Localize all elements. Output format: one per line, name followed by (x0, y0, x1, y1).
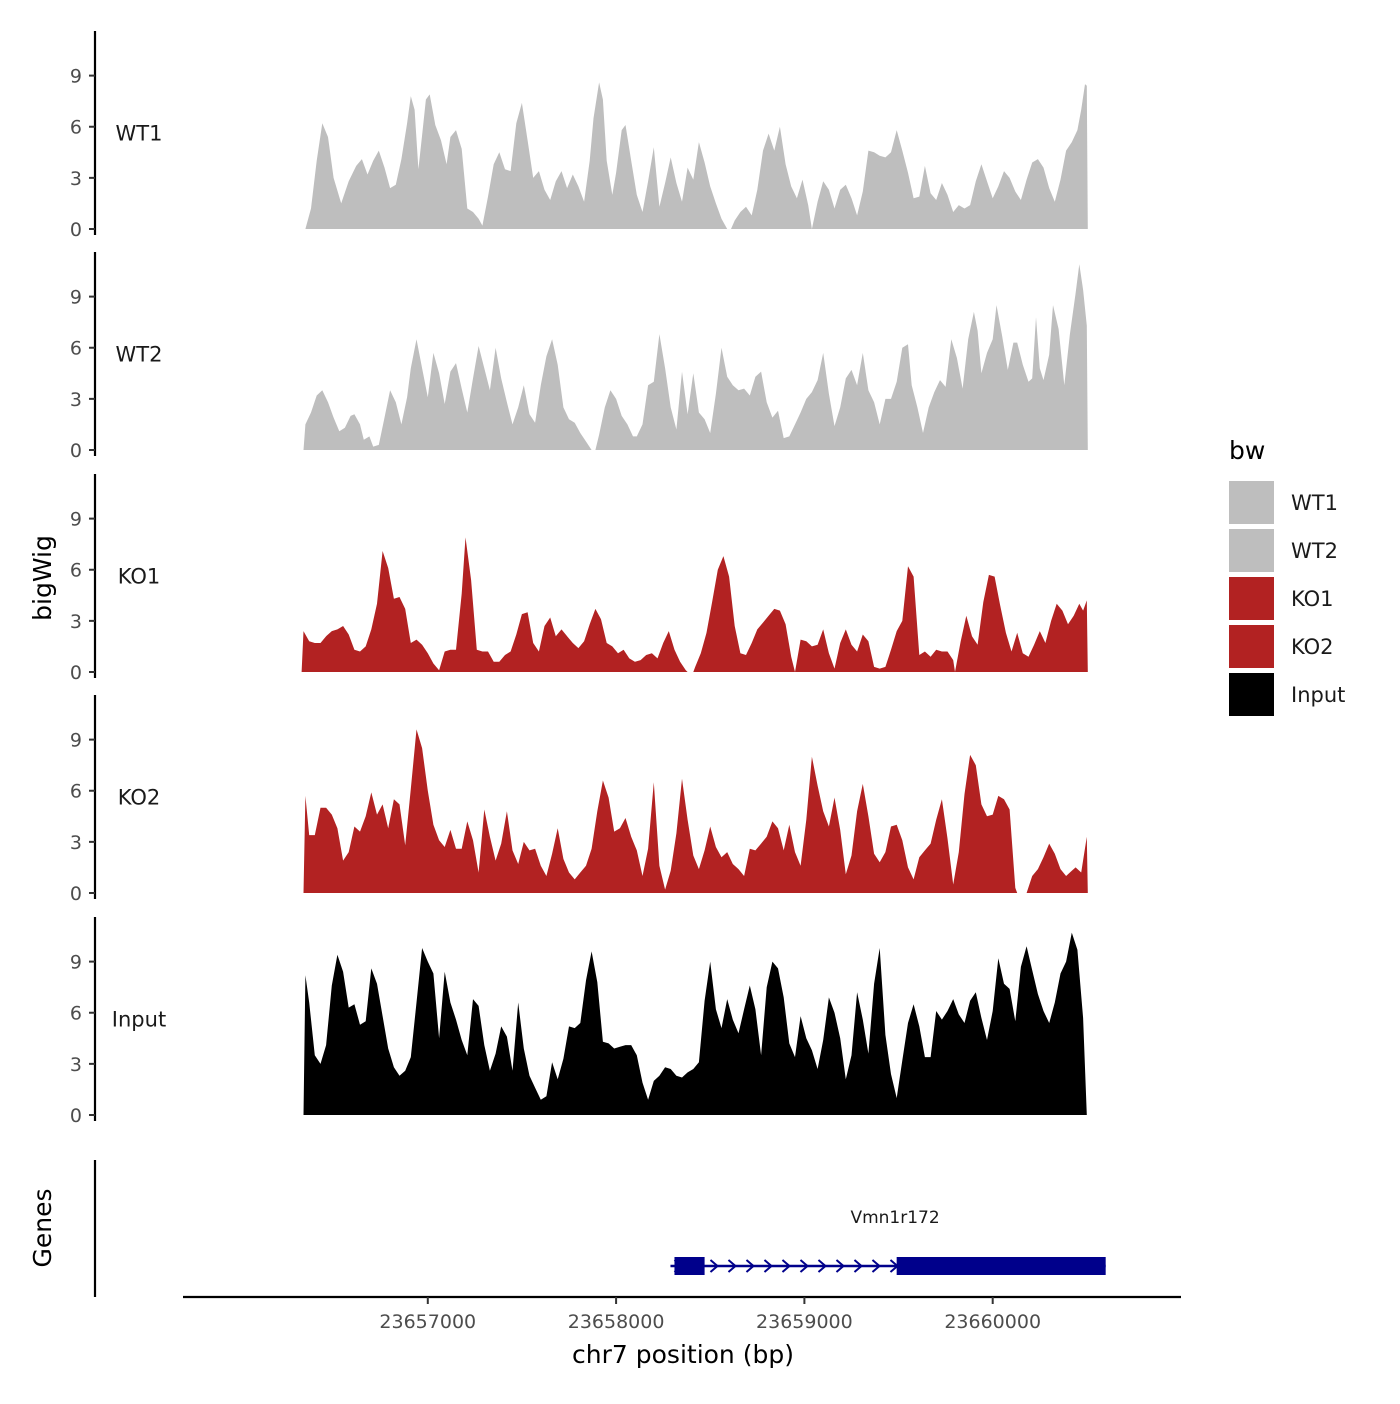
genes-track-title: Genes (28, 1188, 57, 1267)
strand-arrow (835, 1259, 846, 1273)
strand-arrow (781, 1259, 792, 1273)
track-ko2: 0 3 6 9 KO2 (70, 695, 1088, 905)
track-label-ko2: KO2 (118, 785, 161, 809)
strand-arrow (709, 1259, 720, 1273)
track-input: 0 3 6 9 Input (70, 917, 1087, 1127)
legend-swatch-wt2 (1229, 529, 1274, 572)
y-tick-label-wt1-6: 6 (70, 117, 82, 139)
strand-arrow (745, 1259, 756, 1273)
x-tick-label-23660000: 23660000 (944, 1311, 1041, 1333)
legend-swatch-wt1 (1229, 481, 1274, 524)
y-tick-label-ko1-9: 9 (70, 509, 82, 531)
track-label-ko1: KO1 (118, 564, 161, 588)
y-tick-label-input-3: 3 (70, 1054, 82, 1076)
legend-label-wt2: WT2 (1291, 539, 1338, 563)
area-input (303, 932, 1087, 1115)
track-label-wt2: WT2 (116, 342, 163, 366)
legend-entry-wt2: WT2 (1229, 529, 1338, 572)
gene-label: Vmn1r172 (850, 1208, 939, 1228)
legend-label-input: Input (1291, 683, 1345, 707)
y-tick-label-ko2-3: 3 (70, 832, 82, 854)
y-axis-title: bigWig (28, 535, 57, 621)
legend-swatch-input (1229, 673, 1274, 716)
legend-label-wt1: WT1 (1291, 491, 1338, 515)
area-wt1 (305, 82, 1088, 230)
area-ko2 (303, 729, 1088, 893)
legend: bw WT1 WT2 KO1 KO2 Input (1229, 436, 1345, 716)
y-tick-label-ko2-6: 6 (70, 781, 82, 803)
x-tick-label-23659000: 23659000 (756, 1311, 853, 1333)
x-tick-label-23657000: 23657000 (379, 1311, 476, 1333)
legend-label-ko2: KO2 (1291, 635, 1334, 659)
y-tick-label-wt2-3: 3 (70, 389, 82, 411)
track-label-wt1: WT1 (116, 121, 163, 145)
x-axis-title: chr7 position (bp) (572, 1340, 794, 1369)
strand-arrow (799, 1259, 810, 1273)
track-wt2: 0 3 6 9 WT2 (70, 252, 1088, 462)
y-tick-label-ko1-6: 6 (70, 560, 82, 582)
exon-2 (896, 1257, 1106, 1275)
strand-arrow (871, 1259, 882, 1273)
gene-vmn1r172: Vmn1r172 (670, 1208, 1106, 1275)
y-tick-label-wt2-0: 0 (70, 440, 82, 462)
area-wt2 (303, 264, 1088, 450)
x-axis: 23657000 23658000 23659000 23660000 (183, 1295, 1181, 1333)
legend-entry-ko2: KO2 (1229, 625, 1334, 668)
y-tick-label-ko2-0: 0 (70, 883, 82, 905)
y-tick-label-wt2-6: 6 (70, 338, 82, 360)
track-ko1: 0 3 6 9 KO1 (70, 474, 1088, 684)
strand-arrow (853, 1259, 864, 1273)
legend-swatch-ko2 (1229, 625, 1274, 668)
x-tick-label-23658000: 23658000 (568, 1311, 665, 1333)
y-tick-label-ko1-0: 0 (70, 662, 82, 684)
genes-panel: Vmn1r172 (93, 1160, 1106, 1297)
legend-entries: WT1 WT2 KO1 KO2 Input (1229, 481, 1345, 716)
y-tick-label-ko1-3: 3 (70, 611, 82, 633)
track-label-input: Input (112, 1007, 166, 1031)
track-wt1: 0 3 6 9 WT1 (70, 31, 1088, 241)
y-tick-label-wt1-0: 0 (70, 219, 82, 241)
y-tick-label-ko2-9: 9 (70, 730, 82, 752)
strand-arrow (763, 1259, 774, 1273)
area-ko1 (301, 537, 1088, 672)
y-tick-label-input-9: 9 (70, 952, 82, 974)
exon-1 (674, 1257, 705, 1275)
legend-title: bw (1229, 436, 1265, 465)
signal-tracks: 0 3 6 9 WT1 0 3 6 9 WT2 0 3 6 9 KO1 0 3 6 9 KO2 0 3 6 9 Input (70, 31, 1088, 1127)
legend-entry-ko1: KO1 (1229, 577, 1334, 620)
y-tick-label-input-6: 6 (70, 1003, 82, 1025)
legend-entry-wt1: WT1 (1229, 481, 1338, 524)
legend-label-ko1: KO1 (1291, 587, 1334, 611)
legend-entry-input: Input (1229, 673, 1345, 716)
legend-swatch-ko1 (1229, 577, 1274, 620)
strand-arrow (727, 1259, 738, 1273)
y-tick-label-wt1-3: 3 (70, 168, 82, 190)
y-tick-label-input-0: 0 (70, 1105, 82, 1127)
y-tick-label-wt2-9: 9 (70, 287, 82, 309)
strand-arrow (817, 1259, 828, 1273)
y-tick-label-wt1-9: 9 (70, 66, 82, 88)
